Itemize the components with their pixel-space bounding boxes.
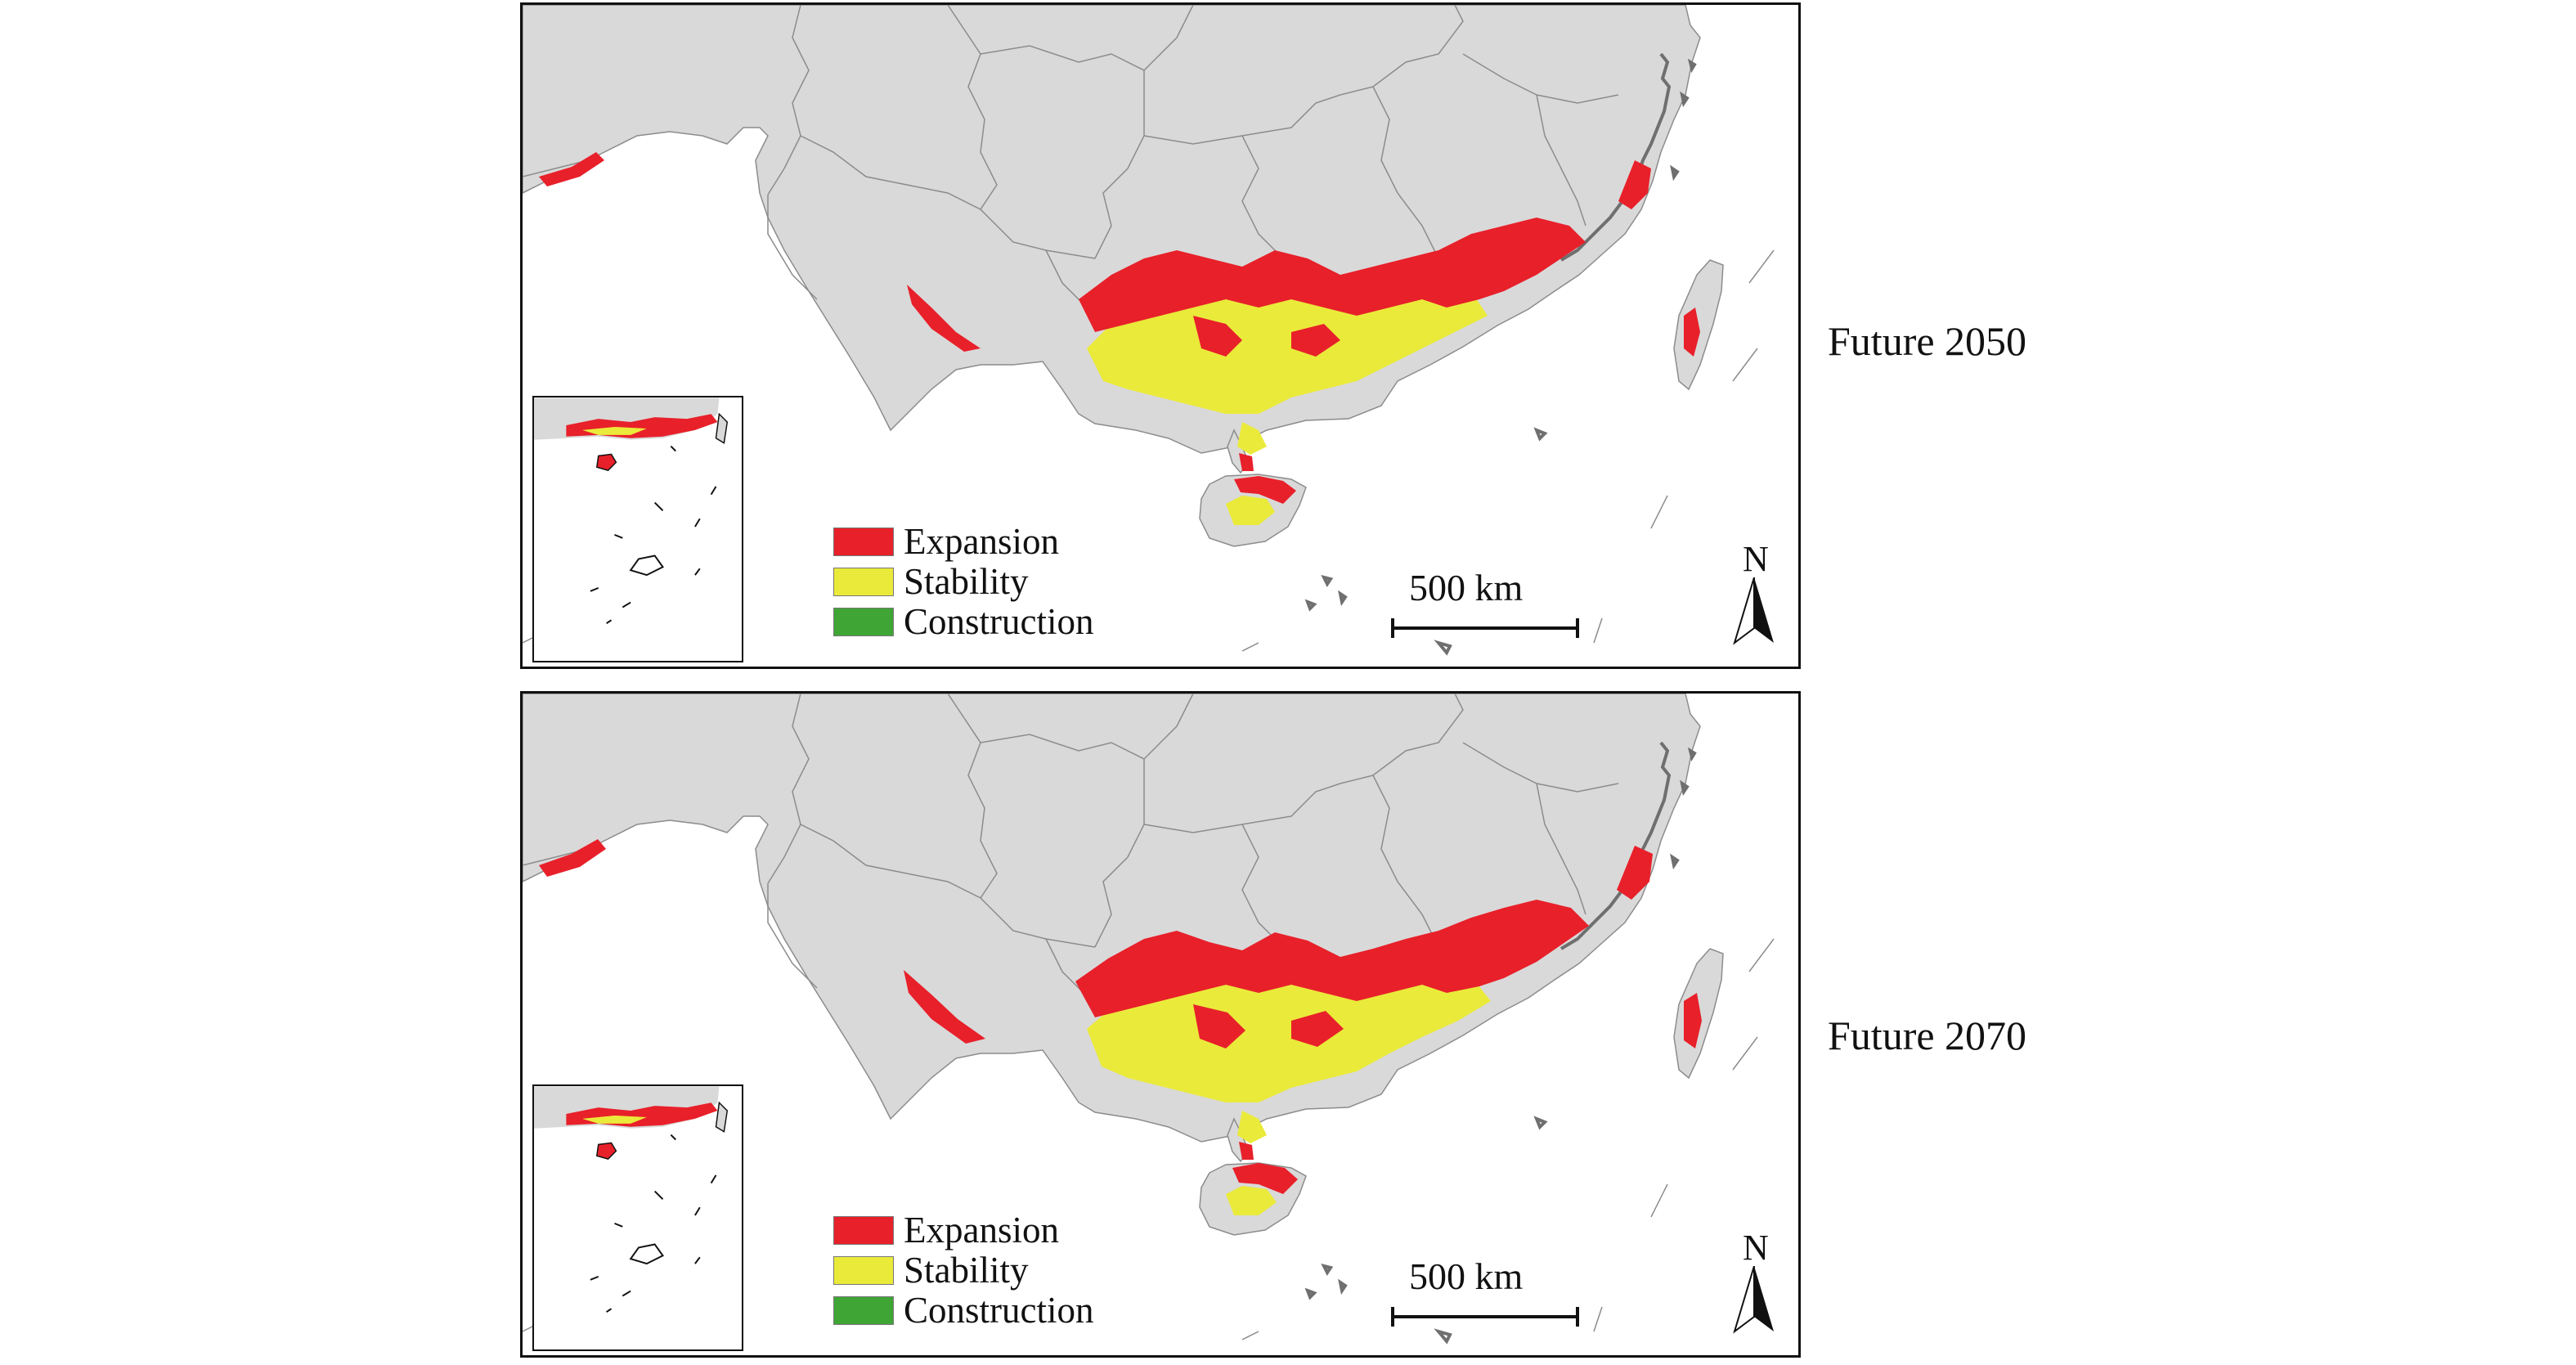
map-panel-2050: Expansion Stability Construction 500 km … xyxy=(520,2,1801,669)
legend-label-stability: Stability xyxy=(904,561,1029,602)
legend: Expansion Stability Construction xyxy=(833,522,1094,642)
sea-boundary-lines xyxy=(523,249,1775,652)
legend-item-expansion: Expansion xyxy=(833,1210,1094,1251)
south-sea-islands xyxy=(1304,1116,1548,1345)
period-label-2070: Future 2070 xyxy=(1828,1013,2027,1058)
period-label-2050: Future 2050 xyxy=(1828,318,2027,364)
north-arrow-icon xyxy=(1733,577,1774,645)
scale-line xyxy=(1391,626,1577,630)
scale-tick-right xyxy=(1576,1307,1579,1327)
legend-label-expansion: Expansion xyxy=(904,521,1059,562)
map-panel-2070: Expansion Stability Construction 500 km … xyxy=(520,691,1801,1358)
province-borders xyxy=(767,5,1619,317)
coastal-islands xyxy=(1560,52,1697,262)
north-label: N xyxy=(1743,1228,1769,1268)
scale-label: 500 km xyxy=(1409,1255,1524,1297)
south-sea-islands xyxy=(1304,427,1548,656)
inset-svg xyxy=(534,1086,729,1313)
scale-line xyxy=(1391,1315,1577,1318)
north-arrow: N xyxy=(1730,538,1780,651)
north-arrow: N xyxy=(1730,1227,1780,1340)
legend-swatch-construction xyxy=(833,1296,894,1325)
legend-label-construction: Construction xyxy=(904,601,1094,642)
legend-item-stability: Stability xyxy=(833,562,1094,602)
legend-swatch-construction xyxy=(833,608,894,636)
legend-label-construction: Construction xyxy=(904,1290,1094,1331)
legend-label-expansion: Expansion xyxy=(904,1210,1059,1251)
legend-swatch-expansion xyxy=(833,528,894,556)
legend-swatch-expansion xyxy=(833,1216,894,1245)
scale-label: 500 km xyxy=(1409,567,1524,608)
stability-zone xyxy=(1087,968,1491,1215)
legend-item-stability: Stability xyxy=(833,1251,1094,1291)
legend-item-construction: Construction xyxy=(833,1291,1094,1331)
north-arrow-icon xyxy=(1733,1266,1774,1334)
legend: Expansion Stability Construction xyxy=(833,1210,1094,1331)
legend-swatch-stability xyxy=(833,1256,894,1285)
legend-label-stability: Stability xyxy=(904,1250,1029,1291)
sea-boundary-lines xyxy=(523,938,1775,1340)
legend-swatch-stability xyxy=(833,568,894,596)
stability-zone xyxy=(1087,283,1488,525)
inset-svg xyxy=(534,397,729,625)
expansion-zone xyxy=(539,152,1700,504)
scale-tick-left xyxy=(1391,618,1394,638)
legend-item-construction: Construction xyxy=(833,602,1094,642)
legend-item-expansion: Expansion xyxy=(833,522,1094,562)
inset-map xyxy=(532,1084,743,1351)
inset-map xyxy=(532,396,743,662)
scale-tick-right xyxy=(1576,618,1579,638)
expansion-zone xyxy=(539,839,1702,1194)
coastal-islands xyxy=(1560,741,1697,950)
north-label: N xyxy=(1743,539,1769,579)
scale-tick-left xyxy=(1391,1307,1394,1327)
